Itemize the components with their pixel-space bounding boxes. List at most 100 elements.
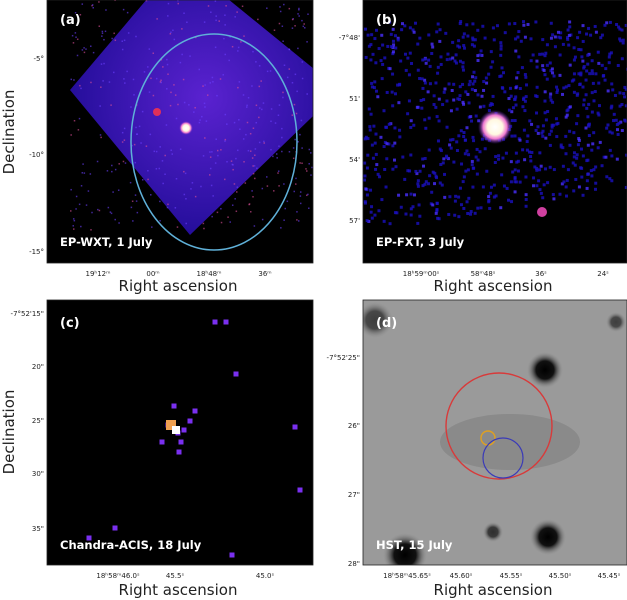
panel-a-caption: EP-WXT, 1 July [60,235,153,249]
photon-pixel [464,90,468,94]
photon-pixel [615,157,619,161]
photon-pixel [439,162,443,166]
photon-pixel [258,85,261,88]
photon-pixel [423,81,427,85]
photon-pixel [224,24,226,26]
photon-pixel [326,92,328,94]
star [483,522,503,542]
photon-pixel [383,56,387,60]
photon-pixel [291,27,294,29]
photon-pixel [576,143,580,147]
photon-pixel [491,94,495,98]
photon-pixel [416,68,420,72]
photon-pixel [233,121,236,124]
photon-pixel [614,118,618,122]
photon-pixel [519,39,523,43]
photon-pixel [591,142,595,146]
photon-pixel [258,65,261,67]
photon-pixel [365,193,369,197]
photon-pixel [552,168,556,172]
photon-pixel [597,113,601,117]
photon-pixel [170,149,172,151]
photon-pixel [418,169,422,173]
photon-pixel [131,144,133,147]
photon-pixel [109,211,112,213]
photon-pixel [610,131,614,135]
photon-pixel [101,32,104,35]
photon-pixel [325,8,327,10]
photon-pixel [294,73,297,76]
photon-pixel [617,121,621,125]
photon-pixel [389,32,393,36]
photon-pixel [596,50,600,54]
photon-pixel [393,211,397,215]
photon-pixel [365,166,369,170]
photon-pixel [543,99,547,103]
photon-pixel [417,203,421,207]
photon-pixel [75,208,77,210]
photon-pixel [377,47,381,51]
photon-pixel [314,123,316,125]
photon-pixel [242,94,245,96]
photon-pixel [110,212,113,215]
photon-pixel [251,157,254,159]
photon-pixel [98,209,101,212]
photon-pixel [270,148,272,151]
photon-pixel [432,94,436,98]
photon-pixel [530,122,534,126]
photon-pixel [391,72,395,76]
photon-pixel [584,126,588,130]
photon-pixel [370,205,374,209]
photon-pixel [487,108,491,112]
photon-pixel [548,143,552,147]
photon-pixel [427,58,431,62]
photon-pixel [235,210,238,213]
photon-pixel [317,219,319,221]
photon-pixel [529,159,533,163]
photon-pixel [370,216,374,220]
photon-pixel [373,80,377,84]
photon-pixel [518,138,522,142]
photon-pixel [98,25,101,27]
photon-pixel [236,191,238,193]
photon-pixel [548,165,552,169]
photon-pixel [135,126,137,129]
photon-pixel [252,196,254,198]
photon-pixel [217,154,219,157]
photon-pixel [541,52,545,56]
photon-pixel [558,53,562,57]
photon-pixel [409,119,413,123]
photon-pixel [369,43,373,47]
photon-pixel [513,190,517,194]
photon-pixel [126,11,129,14]
photon-pixel [400,22,404,26]
photon-pixel [293,103,296,106]
photon-pixel [114,218,116,221]
photon-pixel [81,49,84,51]
photon-pixel [242,138,245,140]
photon-pixel [293,190,295,193]
photon-pixel [273,29,276,31]
photon-pixel [202,155,205,157]
photon-pixel [365,219,369,223]
x-tick-label: 36ˢ [535,270,547,278]
photon-pixel [587,102,591,106]
photon-pixel [499,44,503,48]
photon-pixel [408,26,412,30]
photon-pixel [455,140,459,144]
photon-pixel [96,160,99,163]
photon-pixel [297,13,299,15]
photon-pixel [183,101,186,104]
photon-pixel [396,38,400,42]
photon-pixel [607,61,611,65]
photon-pixel [510,110,514,114]
photon-pixel [471,185,475,189]
photon-pixel [298,8,300,11]
photon-pixel [423,182,427,186]
photon-pixel [593,187,597,191]
y-axis-label: Declination [0,90,18,175]
medium-error-circle [482,437,524,479]
photon-pixel [113,32,115,35]
photon-pixel [306,194,308,197]
photon-pixel [514,151,518,155]
